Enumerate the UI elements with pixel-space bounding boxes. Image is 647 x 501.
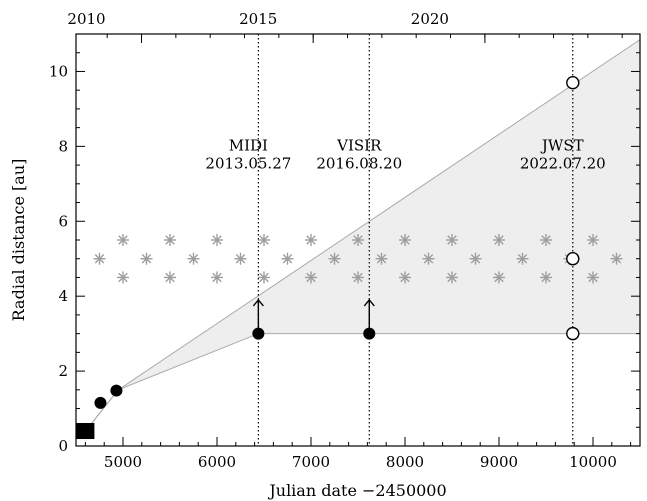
star-point-32 — [587, 271, 599, 284]
star-point-29 — [540, 271, 552, 284]
star-point-9 — [234, 252, 247, 265]
y-tick-label-5: 10 — [49, 62, 68, 80]
star-point-14 — [305, 271, 317, 284]
star-point-15 — [328, 252, 341, 265]
star-point-25 — [493, 234, 505, 246]
star-point-12 — [281, 252, 294, 265]
star-point-0 — [93, 252, 106, 265]
filled-point-3 — [363, 327, 376, 340]
filled-point-2 — [252, 327, 265, 340]
x-tick-label-0: 5000 — [104, 453, 142, 471]
star-point-26 — [493, 271, 505, 284]
y-tick-label-4: 8 — [58, 137, 68, 155]
shaded-region-layer — [85, 39, 640, 432]
epoch-date-2: 2022.07.20 — [520, 154, 606, 172]
epoch-date-1: 2016.08.20 — [316, 154, 402, 172]
star-point-7 — [211, 234, 223, 246]
star-point-28 — [540, 234, 552, 246]
x-axis-title: Julian date −2450000 — [267, 481, 446, 500]
lower-limit-arrow-1 — [363, 298, 375, 329]
y-tick-label-1: 2 — [58, 362, 68, 380]
open-point-1 — [566, 252, 580, 266]
star-point-3 — [140, 252, 153, 265]
star-point-21 — [422, 252, 435, 265]
x-tick-label-3: 8000 — [386, 453, 424, 471]
star-point-17 — [352, 271, 364, 284]
y-tick-label-2: 4 — [58, 287, 68, 305]
star-point-27 — [516, 252, 529, 265]
star-point-33 — [610, 252, 623, 265]
star-point-1 — [117, 234, 129, 246]
epoch-lines-layer — [257, 34, 574, 446]
open-point-2 — [566, 326, 580, 341]
star-point-23 — [446, 271, 458, 284]
epoch-name-0: MIDI — [229, 136, 268, 154]
data-marks-layer — [76, 75, 623, 440]
star-point-16 — [352, 234, 364, 246]
x-tick-label-5: 10000 — [569, 453, 617, 471]
star-point-22 — [446, 234, 458, 246]
top-tick-label-0: 2010 — [67, 10, 105, 28]
x-tick-label-4: 9000 — [480, 453, 518, 471]
star-point-2 — [117, 271, 129, 284]
y-tick-label-3: 6 — [58, 212, 68, 230]
top-tick-label-2: 2020 — [411, 10, 449, 28]
star-point-4 — [164, 234, 176, 246]
star-point-8 — [211, 271, 223, 284]
x-tick-label-2: 7000 — [292, 453, 330, 471]
star-point-31 — [587, 234, 599, 246]
axes-layer — [75, 33, 641, 447]
filled-point-1 — [110, 384, 123, 397]
star-point-19 — [399, 234, 411, 246]
epoch-date-0: 2013.05.27 — [205, 154, 291, 172]
epoch-name-2: JWST — [540, 136, 584, 154]
star-point-11 — [258, 271, 270, 284]
open-point-0 — [566, 75, 580, 90]
epoch-name-1: VISIR — [336, 136, 382, 154]
lower-limit-arrow-0 — [252, 298, 264, 329]
star-point-6 — [187, 252, 200, 265]
square-point-0 — [76, 423, 95, 440]
y-axis-title: Radial distance [au] — [9, 159, 28, 322]
shaded-region-lower-edge — [85, 333, 640, 432]
shaded-region — [85, 39, 640, 432]
star-point-13 — [305, 234, 317, 246]
star-point-18 — [375, 252, 388, 265]
y-tick-label-0: 0 — [58, 437, 68, 455]
filled-point-0 — [94, 396, 107, 409]
star-point-24 — [469, 252, 482, 265]
star-point-10 — [258, 234, 270, 246]
x-tick-label-1: 6000 — [198, 453, 236, 471]
star-point-5 — [164, 271, 176, 284]
star-point-20 — [399, 271, 411, 284]
top-tick-label-1: 2015 — [239, 10, 277, 28]
